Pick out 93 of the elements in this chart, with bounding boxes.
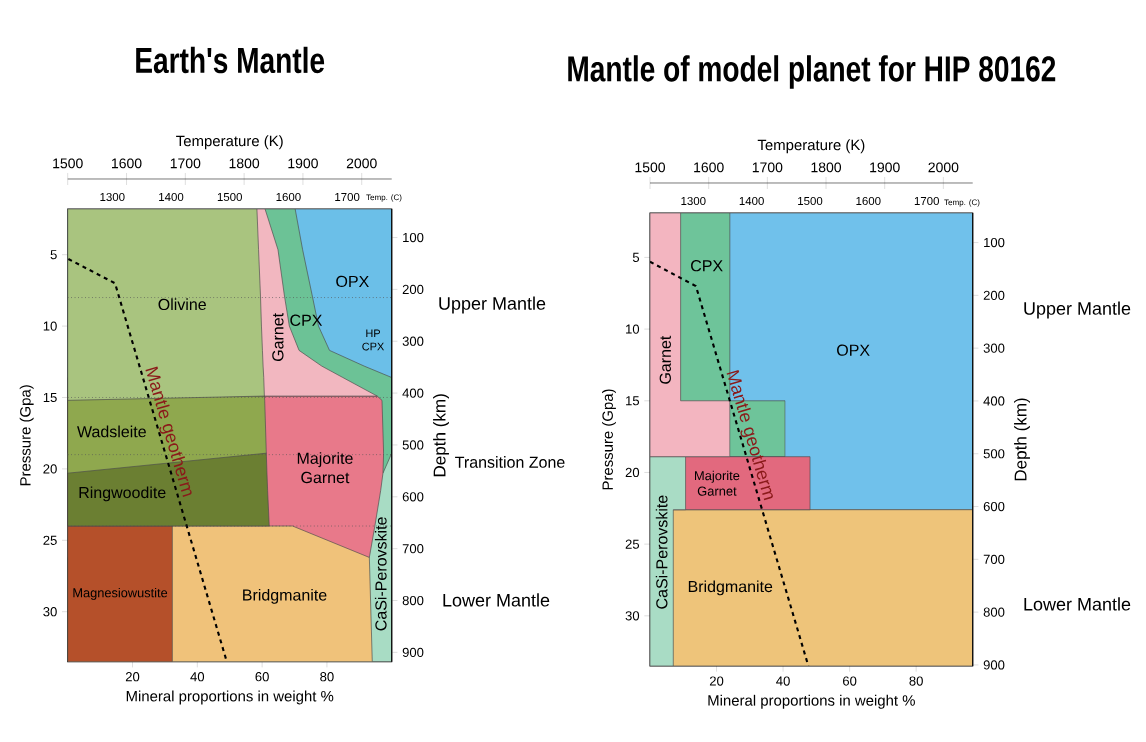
text: Lower Mantle [1024, 597, 1131, 611]
x-tick-label: 40 [190, 672, 205, 682]
x2-tick-label: 1900 [288, 158, 318, 169]
x-axis-title: Mineral proportions in weight % [708, 694, 915, 709]
y-axis-title: Pressure (Gpa) [602, 389, 616, 490]
y-tick-label: 20 [43, 464, 57, 474]
x2-tick-label: 1600 [694, 162, 724, 173]
series-label: Olivine [158, 298, 206, 311]
text: 1400 [159, 192, 184, 202]
y-tick-label: 15 [626, 396, 640, 406]
text: 1300 [681, 196, 706, 206]
y-tick-label: 5 [50, 250, 57, 260]
text: 1500 [217, 192, 242, 202]
text: Upper Mantle [1024, 301, 1131, 319]
text: 1700 [335, 192, 360, 202]
series-label: OPX [336, 275, 369, 288]
x2-tick-label: 1800 [229, 158, 260, 169]
x-tick-label: 60 [255, 672, 269, 682]
series-label: Majorite Garnet [695, 470, 740, 496]
text: Upper Mantle [439, 296, 546, 314]
x2-tick-label: 1700 [170, 158, 201, 169]
y2-tick-label: 700 [402, 544, 424, 554]
x2-tick-label: 1500 [635, 162, 666, 173]
series-label: Magnesiowustite [73, 587, 168, 600]
y2-tick-label: 500 [402, 440, 424, 450]
x-tick-label: 80 [320, 672, 334, 682]
y-tick-label: 10 [43, 321, 57, 331]
x-axis-title: Mineral proportions in weight % [126, 690, 334, 705]
y2-tick-label: 900 [402, 647, 424, 657]
x2-tick-label: 1700 [752, 162, 783, 173]
series-label: CPX [691, 260, 723, 272]
y2-tick-label: 400 [983, 396, 1005, 406]
x2-axis-title: Temperature (K) [176, 135, 283, 150]
series-label: Bridgmanite [243, 588, 327, 604]
y2-tick-label: 200 [402, 284, 424, 294]
y2-tick-label: 100 [403, 232, 424, 243]
x2-tick-label: 1800 [811, 162, 842, 173]
annotation: HP CPX [362, 329, 385, 351]
text: 1300 [100, 192, 125, 202]
x2-axis-title: Temperature (K) [757, 139, 865, 154]
y-tick-label: 20 [625, 467, 640, 478]
text: Transition Zone [455, 456, 565, 468]
text: Temp. (C) [366, 194, 402, 202]
y2-axis-title: Depth (km) [433, 394, 449, 477]
series-label: CaSi-Perovskite [374, 517, 387, 631]
series-label: Garnet [272, 313, 284, 362]
y-axis-title: Pressure (Gpa) [19, 385, 34, 486]
x2-tick-label: 2000 [346, 158, 377, 169]
x2-tick-label: 2000 [928, 162, 959, 173]
x-tick-label: 60 [843, 676, 857, 686]
text: 1600 [276, 192, 301, 202]
y2-tick-label: 400 [402, 388, 424, 398]
series-label: CaSi-Perovskite [655, 495, 668, 609]
text: 1700 [914, 196, 939, 206]
x2-tick-label: 1500 [53, 158, 83, 169]
series-label: Wadsleite [77, 425, 146, 438]
y2-tick-label: 200 [983, 290, 1005, 300]
y2-tick-label: 500 [983, 449, 1005, 459]
y2-tick-label: 100 [984, 237, 1005, 248]
y-tick-label: 30 [43, 607, 57, 617]
text: 1600 [856, 196, 881, 206]
text: Temp. (C) [944, 199, 980, 207]
y2-tick-label: 300 [983, 343, 1005, 353]
series-label: CPX [290, 314, 323, 326]
y2-tick-label: 700 [983, 554, 1005, 564]
x-tick-label: 20 [125, 672, 140, 682]
y2-tick-label: 300 [402, 336, 424, 346]
series-label: Bridgmanite [688, 580, 773, 596]
chart-title: Earth's Mantle [136, 46, 325, 74]
series-label: OPX [837, 344, 870, 356]
x2-tick-label: 1900 [870, 162, 900, 173]
y2-tick-label: 600 [983, 501, 1005, 512]
y-tick-label: 30 [625, 611, 640, 621]
y-tick-label: 25 [625, 539, 640, 549]
text: 1400 [739, 196, 764, 206]
x-tick-label: 20 [709, 676, 724, 686]
text: 1500 [798, 196, 823, 206]
y2-tick-label: 900 [983, 660, 1005, 670]
y-tick-label: 25 [43, 535, 57, 545]
x2-tick-label: 1600 [112, 158, 142, 169]
series-label: Garnet [659, 335, 671, 384]
y-tick-label: 5 [632, 252, 640, 262]
y2-axis-title: Depth (km) [1014, 398, 1030, 481]
y-tick-label: 15 [43, 392, 57, 403]
chart-title: Mantle of model planet for HIP 80162 [568, 55, 1056, 89]
x-tick-label: 40 [776, 676, 790, 686]
series-label: Majorite Garnet [297, 452, 353, 484]
x-tick-label: 80 [909, 676, 923, 686]
text: Lower Mantle [443, 593, 550, 607]
y-tick-label: 10 [626, 324, 640, 334]
y2-tick-label: 800 [402, 595, 424, 606]
y2-tick-label: 600 [402, 492, 424, 502]
y2-tick-label: 800 [983, 607, 1005, 617]
